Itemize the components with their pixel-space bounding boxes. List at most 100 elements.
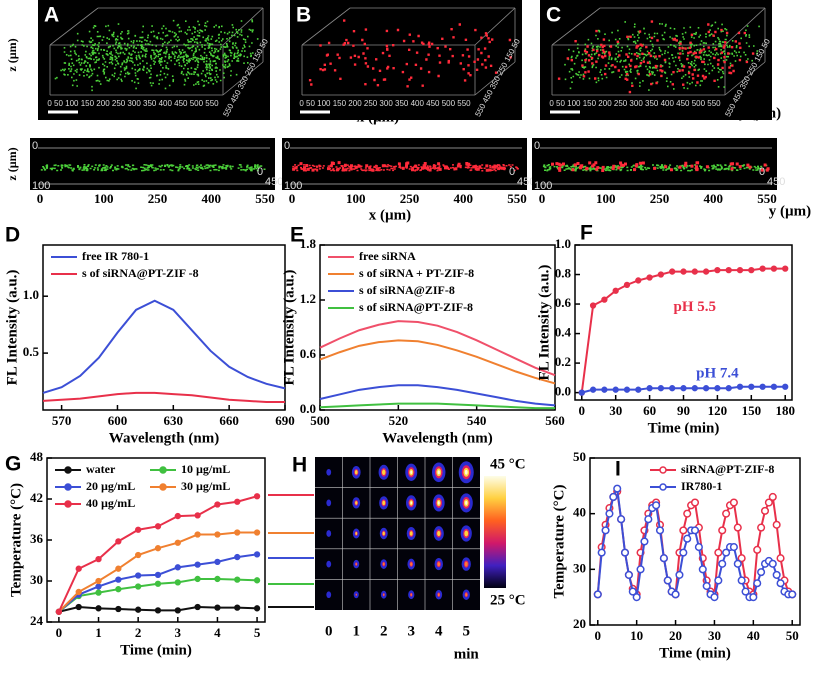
data-point: [646, 274, 653, 281]
x-tick: 550: [507, 191, 527, 206]
data-point: [253, 493, 261, 500]
heat-spot: [437, 470, 440, 475]
y-tick-label: 1.0: [23, 287, 39, 302]
fluorescence: [564, 21, 760, 91]
x-tick-label: 30: [708, 628, 721, 643]
section-signal: [292, 161, 504, 172]
data-point: [690, 498, 700, 507]
y-tick-label: 0.2: [555, 354, 571, 369]
unit: min: [454, 646, 480, 662]
heat-spot: [383, 593, 385, 596]
y-tick-label: 30: [573, 560, 586, 575]
data-point: [760, 506, 770, 515]
y-axis-label: FL Intensity (a.u.): [536, 265, 552, 381]
x-tick: 400: [454, 191, 474, 206]
data-point: [710, 593, 719, 602]
plot-frame: [42, 244, 286, 411]
z-tick: 0: [32, 140, 38, 152]
data-point: [733, 559, 742, 568]
data-point: [174, 564, 181, 571]
legend-label: 30 µg/mL: [181, 479, 230, 493]
box-edge: [724, 61, 766, 96]
x-tick: 0: [539, 191, 546, 206]
data-point: [601, 526, 610, 535]
volume-box: [301, 7, 516, 96]
x-tick-label: 40: [747, 628, 760, 643]
data-point: [788, 590, 797, 599]
x-axis-label: Wavelength (nm): [109, 430, 219, 446]
x-ticks: 0 50 100 150 200 250 300 350 400 450 500…: [299, 99, 471, 108]
data-point: [722, 548, 731, 557]
heat-spot: [464, 561, 468, 567]
data-point: [725, 266, 732, 274]
x-tick: 400: [202, 191, 222, 206]
x-tick-label: 570: [52, 413, 72, 428]
legend-marker: [64, 500, 72, 508]
data-point: [680, 268, 687, 275]
data-point: [729, 543, 738, 552]
x-tick-label: 660: [219, 413, 239, 428]
y-tick-label: 1.0: [555, 236, 571, 251]
data-point: [194, 603, 201, 611]
data-point: [683, 534, 692, 543]
y-axis-label: Temperature (°C): [8, 483, 24, 597]
x-tick: 0: [289, 191, 296, 206]
data-point: [115, 605, 122, 613]
y-tick: 0: [759, 166, 765, 178]
data-point: [135, 583, 142, 590]
legend-label: 20 µg/mL: [86, 479, 135, 493]
data-point: [628, 587, 637, 596]
y-axis-label: FL Intensity (a.u.): [4, 270, 20, 386]
data-point: [234, 576, 241, 583]
legend-marker: [159, 483, 167, 491]
data-point: [690, 526, 700, 535]
data-point: [759, 383, 766, 390]
legend-label: IR780-1: [681, 479, 722, 493]
colorbar: [484, 476, 506, 588]
box-edge: [724, 7, 766, 46]
heat-spot: [326, 560, 332, 568]
data-point: [772, 570, 781, 579]
x-axis-label: Time (min): [120, 642, 192, 658]
data-point: [115, 576, 122, 583]
data-point: [683, 509, 692, 518]
data-point: [714, 548, 723, 557]
legend-label: s of siRNA@PT-ZIF-8: [359, 300, 473, 314]
legend-label: 10 µg/mL: [181, 462, 230, 476]
x-tick-label: 5: [254, 625, 261, 640]
data-point: [578, 389, 585, 396]
connectors: [268, 494, 314, 608]
plot-frame: [589, 457, 801, 626]
heat-spot: [355, 593, 357, 596]
data-point: [154, 523, 162, 530]
fluorescence: [557, 20, 755, 94]
data-point: [135, 551, 142, 559]
data-point: [75, 603, 82, 611]
x-tick-label: 2: [135, 625, 142, 640]
column-label: 3: [408, 623, 416, 639]
data-point: [214, 558, 221, 566]
colorbar-min: 25 °C: [490, 592, 526, 608]
data-point: [154, 571, 162, 578]
x-tick-label: 120: [708, 403, 728, 418]
y-tick-label: 0.0: [300, 401, 316, 416]
data-point: [609, 492, 618, 502]
data-point: [617, 515, 626, 524]
data-point: [174, 607, 181, 614]
data-point: [635, 277, 642, 284]
series-line: [319, 339, 556, 385]
data-point: [613, 484, 622, 493]
data-point: [95, 589, 102, 596]
data-point: [753, 579, 762, 588]
data-point: [214, 604, 221, 611]
panel-letter: F: [580, 222, 593, 245]
data-point: [612, 386, 619, 393]
y-tick: 0: [509, 166, 515, 178]
y-axis-label: FL Intensity (a.u.): [281, 270, 297, 386]
y-label: y (µm): [769, 203, 811, 219]
box-edge: [222, 7, 264, 46]
data-point: [718, 526, 727, 535]
heat-spot: [410, 593, 412, 596]
x-axis-label: Time (min): [659, 645, 731, 661]
z-label: z (µm): [5, 147, 19, 180]
